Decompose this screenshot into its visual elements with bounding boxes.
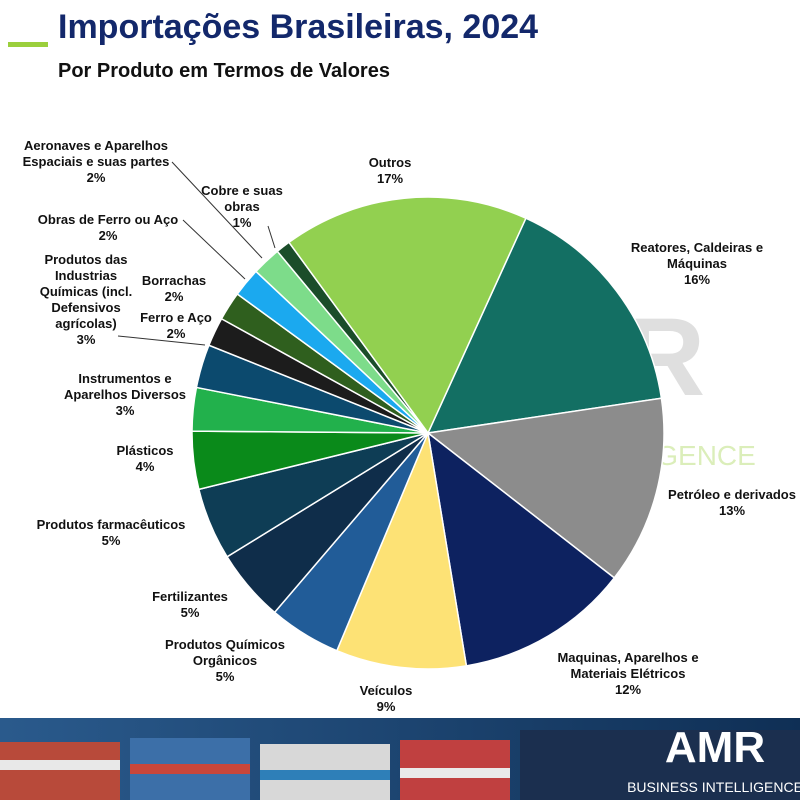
chart-title: Importações Brasileiras, 2024 — [58, 8, 539, 46]
category-label: Obras de Ferro ou Aço — [37, 212, 179, 227]
value-label: 17% — [376, 171, 404, 186]
leader-lines — [117, 161, 276, 346]
pie-slice — [426, 397, 665, 579]
value-label: 5% — [180, 605, 200, 620]
value-label: 2% — [164, 289, 184, 304]
category-label: Borrachas — [141, 273, 207, 288]
leader-line — [171, 161, 263, 259]
slice-label: Ferro e Aço 2% — [76, 310, 276, 342]
leader-line — [117, 335, 206, 346]
value-label: 12% — [614, 682, 642, 697]
category-label: Petróleo e derivados — [668, 487, 796, 502]
pie-slice — [426, 431, 616, 667]
slice-label: Fertilizantes 5% — [90, 589, 290, 621]
category-label: Ferro e Aço — [140, 310, 212, 325]
pie-slice — [287, 196, 527, 435]
slice-label: Outros 17% — [290, 155, 490, 187]
value-label: 2% — [86, 170, 106, 185]
category-label: Cobre e suas obras — [201, 183, 283, 214]
value-label: 3% — [115, 403, 135, 418]
slice-label: Petróleo e derivados 13% — [632, 487, 800, 519]
category-label: Instrumentos e Aparelhos Diversos — [63, 371, 187, 402]
slice-label: Produtos farmacêuticos 5% — [11, 517, 211, 549]
slice-label: Obras de Ferro ou Aço 2% — [8, 212, 208, 244]
category-label: Outros — [368, 155, 412, 170]
accent-bar — [8, 42, 48, 47]
slice-label: Aeronaves e Aparelhos Espaciais e suas p… — [0, 138, 196, 186]
value-label: 9% — [376, 699, 396, 714]
pie-slice — [335, 430, 468, 670]
value-label: 5% — [215, 669, 235, 684]
category-label: Fertilizantes — [152, 589, 228, 604]
category-label: Reatores, Caldeiras e Máquinas — [630, 240, 764, 271]
category-label: Plásticos — [116, 443, 174, 458]
pie-slice — [426, 217, 663, 434]
category-label: Produtos farmacêuticos — [36, 517, 186, 532]
category-label: Produtos Químicos Orgânicos — [165, 637, 285, 668]
leader-line — [182, 219, 246, 280]
category-label: Produtos das Industrias Químicas (incl. … — [39, 252, 133, 331]
chart-subtitle: Por Produto em Termos de Valores — [58, 60, 390, 82]
category-label: Aeronaves e Aparelhos Espaciais e suas p… — [22, 138, 170, 169]
brand-tagline: BUSINESS INTELLIGENCE — [627, 779, 800, 795]
containers — [0, 730, 800, 800]
slice-label: Reatores, Caldeiras e Máquinas 16% — [597, 240, 797, 288]
value-label: 3% — [76, 332, 96, 347]
value-label: 16% — [683, 272, 711, 287]
slice-label: Plásticos 4% — [45, 443, 245, 475]
value-label: 4% — [135, 459, 155, 474]
value-label: 2% — [166, 326, 186, 341]
brand-name: AMR — [665, 723, 765, 772]
leader-line — [267, 225, 276, 249]
value-label: 5% — [101, 533, 121, 548]
slice-label: Produtos das Industrias Químicas (incl. … — [0, 252, 186, 348]
slice-label: Maquinas, Aparelhos e Materiais Elétrico… — [528, 650, 728, 698]
slice-label: Veículos 9% — [286, 683, 486, 715]
category-label: Veículos — [359, 683, 413, 698]
slice-label: Cobre e suas obras 1% — [142, 183, 342, 231]
slice-label: Borrachas 2% — [74, 273, 274, 305]
slice-label: Instrumentos e Aparelhos Diversos 3% — [25, 371, 225, 419]
value-label: 1% — [232, 215, 252, 230]
value-label: 2% — [98, 228, 118, 243]
slice-label: Produtos Químicos Orgânicos 5% — [125, 637, 325, 685]
category-label: Maquinas, Aparelhos e Materiais Elétrico… — [557, 650, 699, 681]
value-label: 13% — [718, 503, 746, 518]
